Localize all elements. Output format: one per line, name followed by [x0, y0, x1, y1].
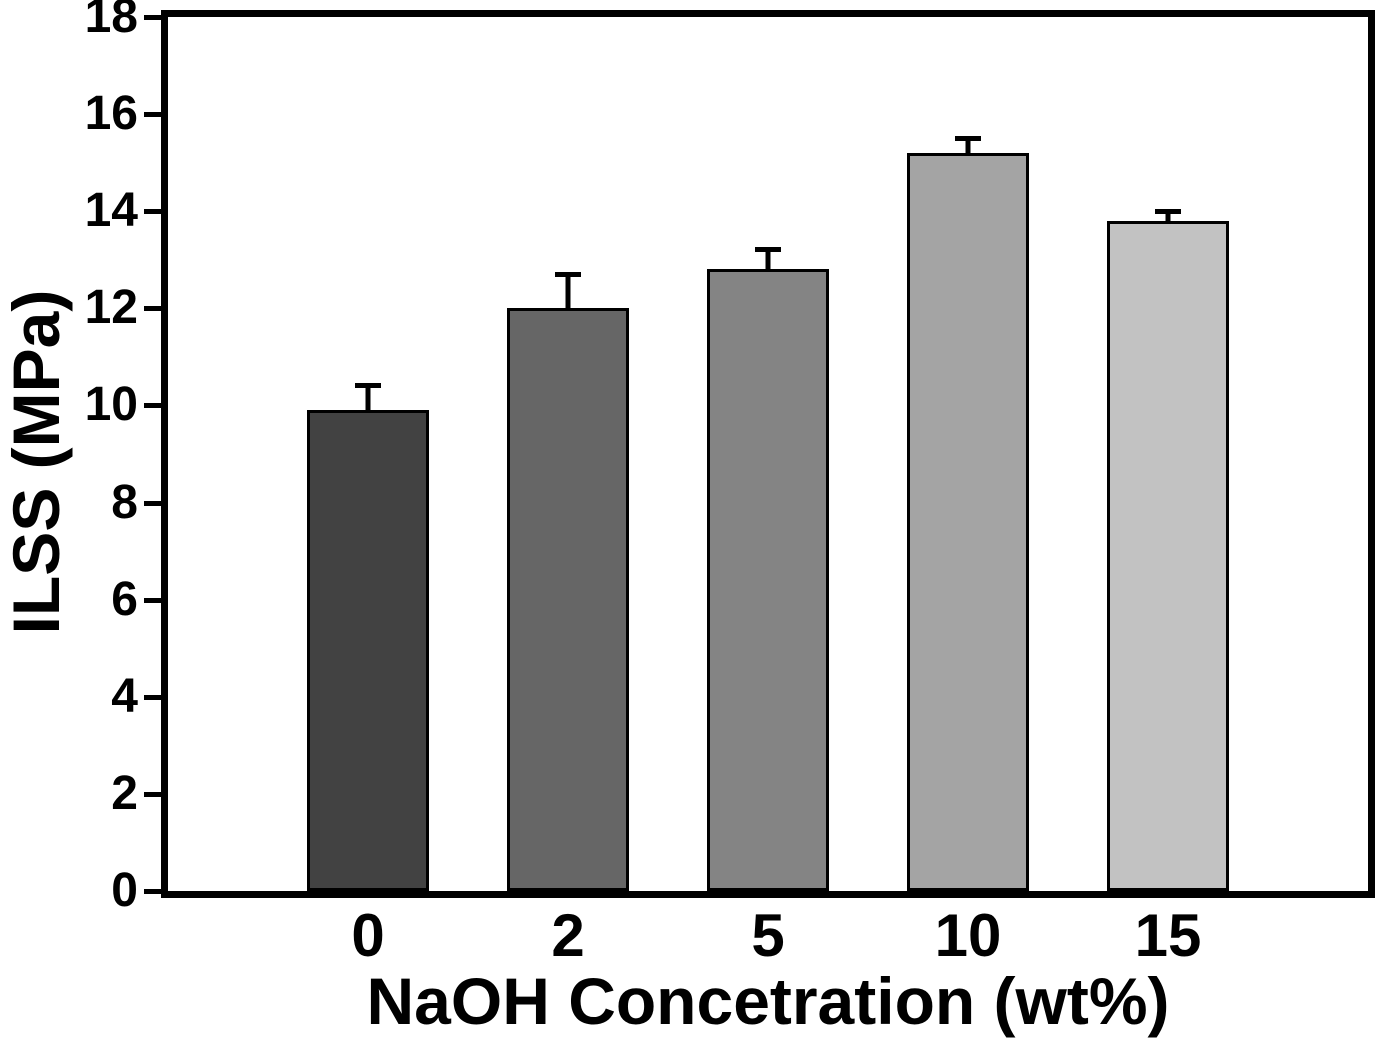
- y-tick-mark: [144, 209, 162, 214]
- error-bar: [755, 247, 781, 269]
- error-bar-stem: [365, 383, 371, 410]
- error-bar-cap: [755, 247, 781, 252]
- y-tick-mark: [144, 889, 162, 894]
- error-bar-cap: [555, 272, 581, 277]
- y-tick-label: 2: [111, 767, 138, 820]
- error-bar-cap: [1155, 209, 1181, 214]
- bar: [307, 410, 429, 891]
- error-bar: [555, 272, 581, 308]
- x-axis-title: NaOH Concetration (wt%): [366, 964, 1170, 1038]
- x-tick-label: 10: [934, 902, 1002, 969]
- y-tick-label: 6: [111, 573, 138, 626]
- error-bar-cap: [355, 383, 381, 388]
- x-tick-label: 15: [1134, 902, 1202, 969]
- plot-area: [161, 10, 1375, 898]
- error-bar-cap: [955, 136, 981, 141]
- x-tick-label: 5: [751, 902, 785, 969]
- error-bar-stem: [765, 247, 771, 269]
- error-bar: [955, 136, 981, 153]
- y-tick-mark: [144, 403, 162, 408]
- bar: [907, 153, 1029, 891]
- bars-layer: [168, 17, 1368, 891]
- y-tick-label: 0: [111, 864, 138, 917]
- y-tick-label: 12: [84, 281, 138, 334]
- y-tick-label: 14: [84, 184, 138, 237]
- error-bar-stem: [1165, 209, 1171, 221]
- y-tick-mark: [144, 501, 162, 506]
- y-tick-mark: [144, 306, 162, 311]
- error-bar-stem: [965, 136, 971, 153]
- y-tick-mark: [144, 112, 162, 117]
- error-bar: [355, 383, 381, 410]
- x-tick-label: 0: [351, 902, 385, 969]
- bar: [707, 269, 829, 891]
- y-tick-label: 16: [84, 87, 138, 140]
- y-tick-mark: [144, 598, 162, 603]
- bar: [507, 308, 629, 891]
- error-bar-stem: [565, 272, 571, 308]
- y-tick-label: 8: [111, 476, 138, 529]
- y-tick-mark: [144, 792, 162, 797]
- y-tick-mark: [144, 695, 162, 700]
- x-tick-label: 2: [551, 902, 585, 969]
- y-tick-label: 10: [84, 378, 138, 431]
- bar: [1107, 221, 1229, 891]
- error-bar: [1155, 209, 1181, 221]
- y-tick-label: 4: [111, 670, 138, 723]
- y-tick-mark: [144, 15, 162, 20]
- y-tick-label: 18: [84, 0, 138, 43]
